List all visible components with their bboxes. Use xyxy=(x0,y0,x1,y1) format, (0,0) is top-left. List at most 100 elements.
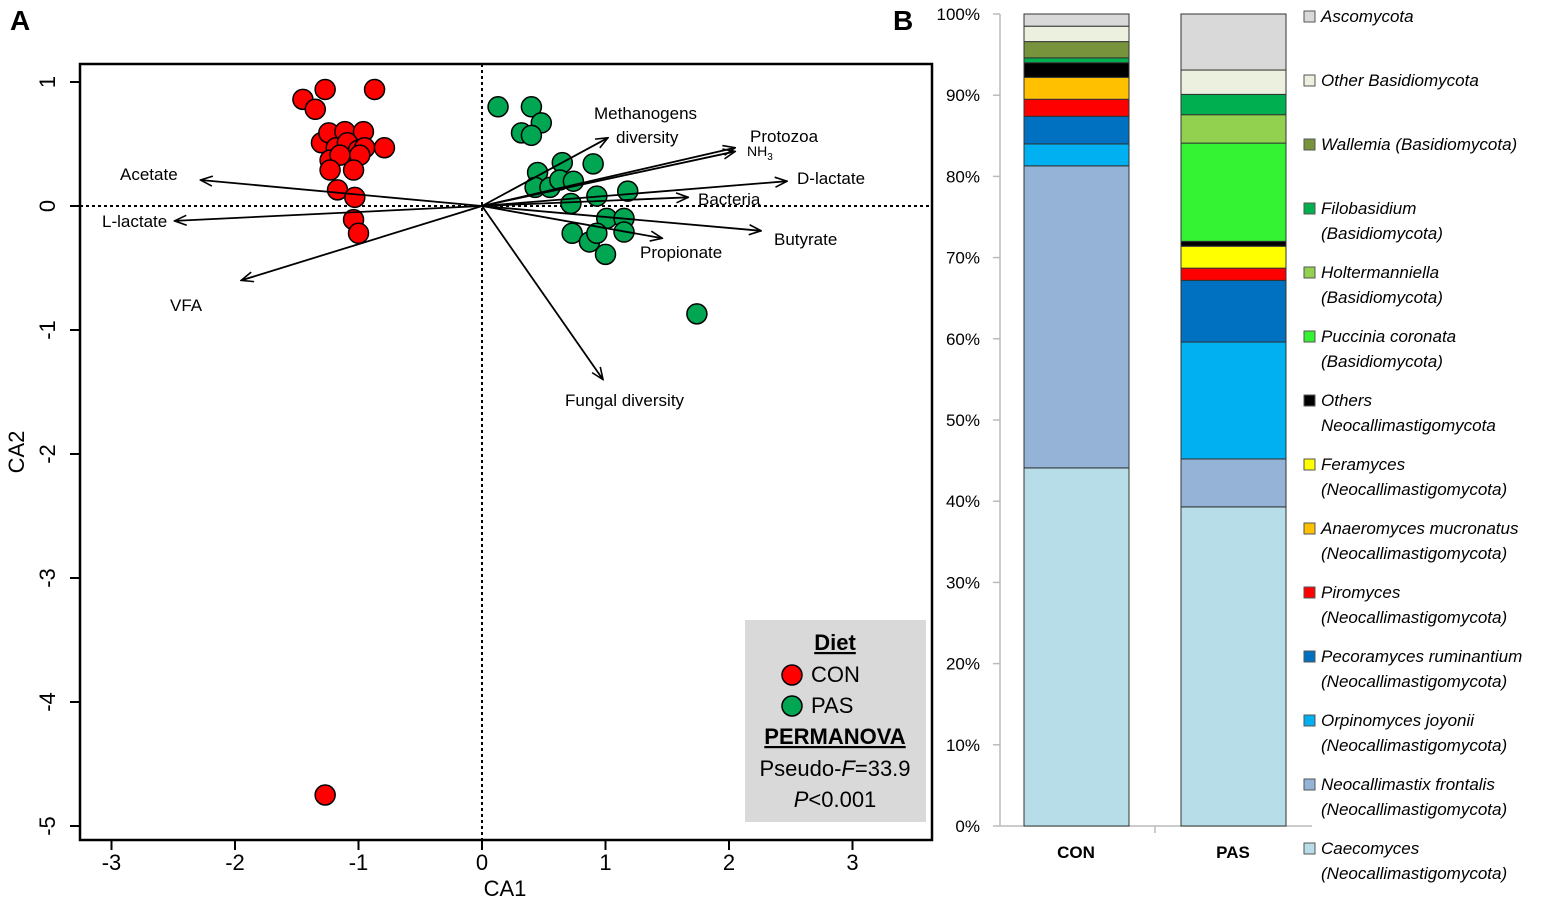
vector-arrow xyxy=(200,180,483,207)
point-con xyxy=(363,78,386,101)
legend-name: Filobasidium xyxy=(1321,199,1416,218)
bar-segment-con xyxy=(1023,115,1130,145)
point-con xyxy=(314,784,336,806)
y-tick-label: -4 xyxy=(35,692,60,712)
vector-arrow xyxy=(174,205,483,221)
bar-segment-con xyxy=(1023,143,1130,167)
bar-segment-con xyxy=(1023,98,1130,117)
legend-name: Piromyces xyxy=(1321,583,1401,602)
legend-entry: CON xyxy=(811,662,860,687)
legend-swatch xyxy=(1303,650,1316,663)
y-tick-label: 30% xyxy=(946,573,980,592)
legend-name: Caecomyces xyxy=(1321,839,1420,858)
y-tick-label: -2 xyxy=(35,444,60,464)
legend-group: (Basidiomycota) xyxy=(1321,224,1443,243)
y-tick-label: 20% xyxy=(946,655,980,674)
legend-group: (Neocallimastigomycota) xyxy=(1321,864,1507,883)
x-tick-label: 2 xyxy=(723,850,735,875)
y-tick-label: 90% xyxy=(946,86,980,105)
vector-label: Methanogens diversity xyxy=(594,104,697,147)
point-con xyxy=(347,222,370,245)
point-pas xyxy=(560,192,582,215)
bar-segment-con xyxy=(1023,467,1130,827)
x-tick-label: -2 xyxy=(225,850,245,875)
bar-segment-pas xyxy=(1180,279,1287,343)
legend-name: Others xyxy=(1321,391,1373,410)
y-tick-label: 70% xyxy=(946,249,980,268)
legend-marker xyxy=(781,695,803,717)
legend-group: (Neocallimastigomycota) xyxy=(1321,480,1507,499)
x-axis-label: CA1 xyxy=(484,876,527,901)
panel-label-b: B xyxy=(893,5,913,36)
permanova-p: P<0.001 xyxy=(794,787,877,812)
y-tick-label: 1 xyxy=(35,76,60,88)
legend-group: (Neocallimastigomycota) xyxy=(1321,672,1507,691)
bar-segment-pas xyxy=(1180,69,1287,95)
plot-frame xyxy=(78,62,934,842)
vector-label: L-lactate xyxy=(102,212,167,231)
point-pas xyxy=(520,96,543,118)
bar-segment-pas xyxy=(1180,506,1287,827)
legend-swatch xyxy=(1303,458,1316,471)
vector-arrow xyxy=(481,197,688,207)
legend-swatch xyxy=(1303,202,1316,215)
vector-label: Butyrate xyxy=(774,230,837,249)
vector-arrow xyxy=(481,205,662,238)
legend-group: (Neocallimastigomycota) xyxy=(1321,608,1507,627)
bar-segment-con xyxy=(1023,165,1130,469)
vector-arrow xyxy=(481,138,608,207)
legend-swatch xyxy=(1303,586,1316,599)
bar-segment-pas xyxy=(1180,341,1287,460)
bar-segment-con xyxy=(1023,25,1130,43)
legend-name: Feramyces xyxy=(1321,455,1406,474)
point-pas xyxy=(520,124,543,147)
x-tick-label: 0 xyxy=(476,850,488,875)
bar-segment-pas xyxy=(1180,93,1287,116)
vector-label: D-lactate xyxy=(797,169,865,188)
point-pas xyxy=(487,96,509,118)
legend-name: Pecoramyces ruminantium xyxy=(1321,647,1522,666)
y-tick-label: -5 xyxy=(35,816,60,836)
point-pas xyxy=(594,243,617,266)
bar-segment-con xyxy=(1023,13,1130,27)
legend-name: Puccinia coronata xyxy=(1321,327,1456,346)
bar-segment-con xyxy=(1023,57,1130,64)
category-label: CON xyxy=(1057,843,1095,862)
legend-swatch xyxy=(1303,74,1316,87)
vector-arrow xyxy=(241,205,483,280)
y-tick-label: 40% xyxy=(946,492,980,511)
bar-segment-pas xyxy=(1180,13,1287,71)
bar-segment-pas xyxy=(1180,245,1287,269)
point-con xyxy=(373,136,396,159)
x-tick-label: -1 xyxy=(349,850,369,875)
legend-name: Other Basidiomycota xyxy=(1321,71,1479,90)
y-tick-label: 60% xyxy=(946,330,980,349)
legend-box xyxy=(745,620,926,822)
vector-label: Bacteria xyxy=(698,190,761,209)
legend-group: (Neocallimastigomycota) xyxy=(1321,800,1507,819)
legend-group: (Neocallimastigomycota) xyxy=(1321,736,1507,755)
vector-label: Fungal diversity xyxy=(565,391,685,410)
vector-label: VFA xyxy=(170,296,203,315)
y-tick-label: 50% xyxy=(946,411,980,430)
y-axis-label: CA2 xyxy=(4,431,29,474)
legend-marker xyxy=(781,664,803,686)
legend-name: Orpinomyces joyonii xyxy=(1321,711,1475,730)
legend-name: Anaeromyces mucronatus xyxy=(1320,519,1519,538)
point-pas xyxy=(686,303,708,325)
legend-name: Wallemia (Basidiomycota) xyxy=(1321,135,1517,154)
y-tick-label: -3 xyxy=(35,568,60,588)
vector-label: Acetate xyxy=(120,165,178,184)
vector-arrow xyxy=(481,205,603,380)
point-pas xyxy=(561,222,583,245)
legend-swatch xyxy=(1303,10,1316,23)
legend-swatch xyxy=(1303,714,1316,727)
point-con xyxy=(304,98,327,121)
vector-arrow xyxy=(481,205,761,231)
vector-label: Propionate xyxy=(640,243,722,262)
bar-segment-pas xyxy=(1180,267,1287,281)
bar-segment-pas xyxy=(1180,240,1287,247)
bar-segment-con xyxy=(1023,41,1130,59)
legend-group: Neocallimastigomycota xyxy=(1321,416,1496,435)
bar-segment-con xyxy=(1023,76,1130,100)
